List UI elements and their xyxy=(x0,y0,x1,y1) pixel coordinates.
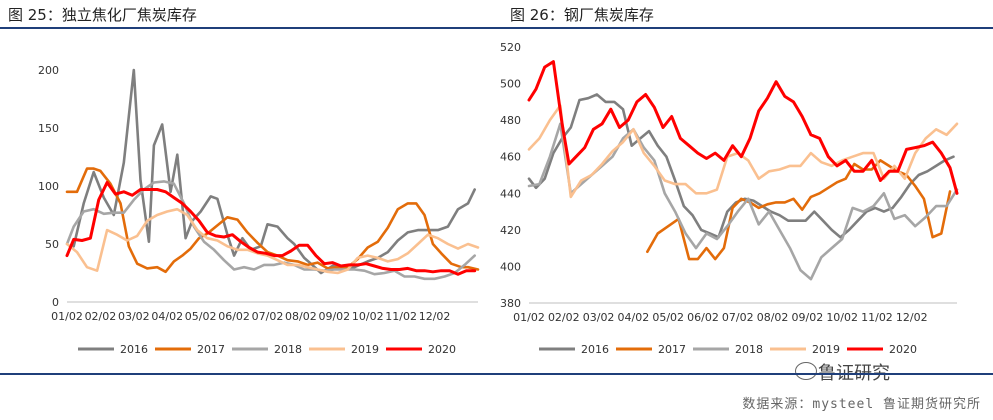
y-tick-label: 0 xyxy=(52,296,59,309)
series-line-2018 xyxy=(65,180,477,281)
x-tick-label: 01/02 xyxy=(51,310,83,323)
source-note: 数据来源：mysteel 鲁证期货研究所 xyxy=(742,397,981,412)
chart-svg: 0 50 100 150 200 01/02 02/02 03/02 04/02 05/02 06/… xyxy=(38,64,480,356)
x-tick-label: 06/02 xyxy=(218,310,250,323)
y-tick-label: 380 xyxy=(500,297,521,310)
x-tick-label: 07/02 xyxy=(722,311,754,324)
legend-label: 2017 xyxy=(658,343,686,356)
x-tick-label: 11/02 xyxy=(861,311,893,324)
x-tick-label: 09/02 xyxy=(318,310,350,323)
x-tick-label: 02/02 xyxy=(548,311,580,324)
chart-panel-right: 380 400 420 440 460 480 500 520 01/02 02/02 03/02 0… xyxy=(497,30,993,370)
y-tick-label: 460 xyxy=(500,151,521,164)
legend-label: 2017 xyxy=(197,343,225,356)
legend-label: 2020 xyxy=(428,343,456,356)
series-line-2020 xyxy=(527,60,959,195)
x-tick-label: 02/02 xyxy=(85,310,117,323)
legend-label: 2018 xyxy=(735,343,763,356)
y-tick-label: 440 xyxy=(500,187,521,200)
y-tick-label: 200 xyxy=(38,64,59,77)
x-tick-label: 04/02 xyxy=(618,311,650,324)
series-line-2017 xyxy=(65,167,480,274)
legend-label: 2018 xyxy=(274,343,302,356)
x-tick-label: 12/02 xyxy=(419,310,451,323)
legend-label: 2020 xyxy=(889,343,917,356)
series-line-2020 xyxy=(65,181,477,276)
series-line-2018 xyxy=(527,122,959,281)
x-tick-label: 03/02 xyxy=(583,311,615,324)
x-tick-label: 11/02 xyxy=(385,310,417,323)
x-tick-label: 12/02 xyxy=(896,311,928,324)
y-tick-label: 100 xyxy=(38,180,59,193)
x-tick-label: 09/02 xyxy=(792,311,824,324)
legend-label: 2019 xyxy=(351,343,379,356)
x-tick-label: 07/02 xyxy=(252,310,284,323)
legend-label: 2016 xyxy=(581,343,609,356)
footer-rule xyxy=(0,373,993,375)
series-line-2019 xyxy=(65,207,480,275)
chart-panel-left: 0 50 100 150 200 01/02 02/02 03/02 04/02 05/02 06/… xyxy=(0,30,497,370)
y-tick-label: 50 xyxy=(45,238,59,251)
header-rule xyxy=(0,27,993,29)
x-tick-label: 10/02 xyxy=(826,311,858,324)
y-tick-label: 500 xyxy=(500,78,521,91)
y-tick-label: 480 xyxy=(500,114,521,127)
x-tick-label: 01/02 xyxy=(513,311,545,324)
x-tick-label: 04/02 xyxy=(151,310,183,323)
x-tick-label: 10/02 xyxy=(352,310,384,323)
chart-title-right: 图 26：钢厂焦炭库存 xyxy=(510,6,654,24)
wechat-icon xyxy=(795,362,817,380)
x-tick-label: 08/02 xyxy=(285,310,317,323)
x-tick-label: 08/02 xyxy=(757,311,789,324)
x-tick-label: 03/02 xyxy=(118,310,150,323)
y-tick-label: 420 xyxy=(500,224,521,237)
legend-label: 2019 xyxy=(812,343,840,356)
y-tick-label: 400 xyxy=(500,260,521,273)
x-tick-label: 05/02 xyxy=(185,310,217,323)
y-tick-label: 150 xyxy=(38,122,59,135)
series-line-2016 xyxy=(72,68,477,275)
x-tick-label: 05/02 xyxy=(652,311,684,324)
chart-title-left: 图 25：独立焦化厂焦炭库存 xyxy=(8,6,197,24)
y-tick-label: 520 xyxy=(500,41,521,54)
x-tick-label: 06/02 xyxy=(687,311,719,324)
watermark: 鲁证研究 xyxy=(818,363,890,384)
legend-label: 2016 xyxy=(120,343,148,356)
